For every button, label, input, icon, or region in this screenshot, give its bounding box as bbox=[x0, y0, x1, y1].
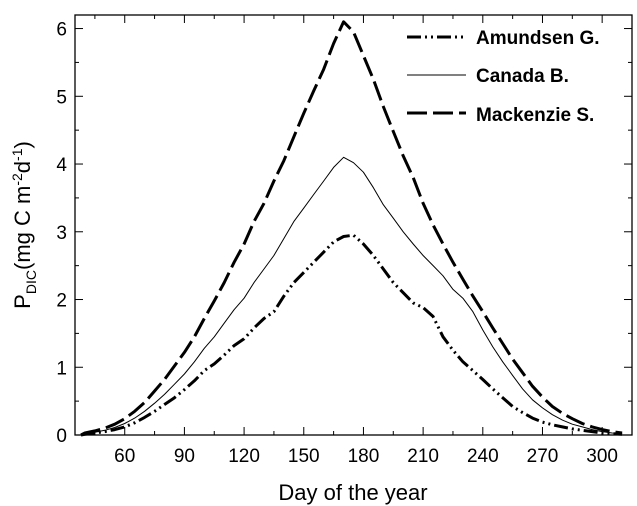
x-tick-label: 180 bbox=[348, 446, 380, 467]
y-axis-superscript-b: -1 bbox=[9, 148, 25, 161]
x-axis-title: Day of the year bbox=[278, 480, 427, 505]
y-tick-label: 6 bbox=[56, 20, 67, 41]
y-axis-symbol: P bbox=[10, 294, 35, 309]
y-axis-title: PDIC(mg C m-2d-1) bbox=[9, 141, 39, 309]
y-axis-unit-a: (mg C m bbox=[10, 186, 35, 270]
x-tick-label: 150 bbox=[288, 446, 320, 467]
y-tick-label: 1 bbox=[56, 358, 67, 379]
y-tick-label: 2 bbox=[56, 291, 67, 312]
y-axis-subscript: DIC bbox=[23, 270, 39, 294]
series-line-amundsen-g bbox=[80, 233, 623, 437]
legend-label-canada: Canada B. bbox=[476, 66, 569, 87]
y-tick-label: 5 bbox=[56, 87, 67, 108]
legend-label-mackenzie: Mackenzie S. bbox=[476, 105, 594, 126]
y-tick-label: 4 bbox=[56, 155, 67, 176]
y-tick-label: 0 bbox=[56, 426, 67, 447]
legend: Amundsen G. Canada B. Mackenzie S. bbox=[407, 28, 600, 126]
y-axis-unit-b: d bbox=[10, 161, 35, 173]
x-tick-label: 60 bbox=[114, 446, 135, 467]
y-tick-label: 3 bbox=[56, 223, 67, 244]
x-tick-label: 120 bbox=[228, 446, 260, 467]
plot-frame bbox=[74, 14, 633, 436]
ticks-layer bbox=[75, 15, 633, 436]
legend-label-amundsen: Amundsen G. bbox=[476, 28, 600, 49]
x-tick-label: 210 bbox=[407, 446, 439, 467]
x-tick-label: 240 bbox=[467, 446, 499, 467]
x-tick-label: 300 bbox=[586, 446, 618, 467]
y-axis-unit-c: ) bbox=[10, 141, 35, 148]
x-tick-label: 90 bbox=[174, 446, 195, 467]
series-line-canada-b bbox=[80, 156, 623, 436]
series-line-mackenzie-s bbox=[80, 20, 623, 437]
series-layer bbox=[80, 20, 623, 437]
x-tick-label: 270 bbox=[527, 446, 559, 467]
y-axis-superscript-a: -2 bbox=[9, 173, 25, 186]
labels-layer: 60 90 120 150 180 210 240 270 300 0 1 2 3 4 5 6 bbox=[56, 20, 618, 467]
